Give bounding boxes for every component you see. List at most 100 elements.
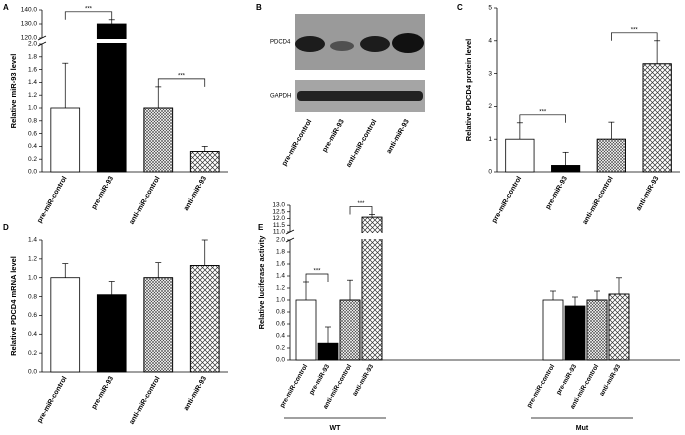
- y-tick-label: 4: [488, 38, 492, 45]
- y-tick-label: 0.2: [276, 345, 285, 352]
- blot-band: [360, 36, 390, 52]
- y-tick-label: 0.0: [28, 369, 37, 376]
- significance-bracket: [64, 11, 113, 20]
- x-tick-label: anti-miR-control: [582, 175, 615, 225]
- x-tick-label: pre-miR-control: [279, 363, 310, 409]
- y-tick-label: 0.2: [28, 156, 37, 163]
- bar-hatch: [586, 299, 608, 361]
- blot-row-label: GAPDH: [270, 94, 291, 100]
- bar: [50, 107, 81, 173]
- blot-lane-label: anti-miR-control: [345, 118, 378, 168]
- x-tick-label: pre-miR-93: [545, 175, 569, 210]
- y-axis-label: Relative miR-93 level: [9, 54, 18, 129]
- y-tick-label: 0.4: [276, 333, 285, 340]
- y-tick-label: 1.0: [28, 105, 37, 112]
- x-tick-label: pre-miR-93: [91, 375, 115, 410]
- y-tick-label: 0.8: [28, 293, 37, 300]
- y-tick-label: 1: [488, 136, 492, 143]
- bar: [505, 138, 535, 173]
- y-tick-label: 0.0: [28, 169, 37, 176]
- bar: [96, 294, 127, 373]
- x-tick-label: anti-miR-control: [128, 375, 161, 425]
- blot-panel: B PDCD4 GAPDH: [256, 3, 425, 112]
- x-tick-label: pre-miR-control: [36, 375, 68, 424]
- significance-bracket: [611, 32, 658, 41]
- x-tick-label: anti-miR-93: [183, 375, 208, 412]
- x-tick-label: anti-miR-93: [598, 363, 622, 397]
- bar: [564, 305, 586, 361]
- bar-hatch: [189, 265, 220, 373]
- bar-hatch: [642, 63, 672, 173]
- significance-bracket: [349, 206, 373, 215]
- significance-label: ***: [357, 201, 365, 207]
- significance-label: ***: [178, 73, 186, 79]
- x-tick-label: anti-miR-93: [635, 175, 660, 212]
- y-tick-label: 1.0: [276, 297, 285, 304]
- y-tick-label: 0: [488, 169, 492, 176]
- y-tick-label: 0.6: [276, 321, 285, 328]
- y-tick-label: 1.8: [28, 54, 37, 61]
- y-tick-label: 1.4: [276, 273, 285, 280]
- y-tick-label: 2.0: [28, 41, 37, 48]
- significance-bracket: [157, 78, 206, 87]
- y-tick-label: 2: [488, 103, 492, 110]
- bar: [96, 23, 127, 173]
- y-tick-label: 1.8: [276, 249, 285, 256]
- significance-label: ***: [313, 269, 321, 275]
- panel-label: B: [256, 3, 262, 12]
- y-tick-label: 0.6: [28, 130, 37, 137]
- bar-hatch: [608, 293, 630, 361]
- bar: [295, 299, 317, 361]
- y-axis-label: Relative luciferase activity: [257, 235, 266, 330]
- y-axis-label: Relative PDCD4 protein level: [464, 39, 473, 142]
- y-tick-label: 1.4: [28, 79, 37, 86]
- y-tick-label: 12.0: [272, 215, 285, 222]
- y-tick-label: 2.0: [276, 237, 285, 244]
- significance-label: ***: [85, 6, 93, 12]
- y-tick-label: 13.0: [272, 202, 285, 209]
- y-tick-label: 140.0: [21, 7, 38, 14]
- y-tick-label: 12.5: [272, 208, 285, 215]
- bar-hatch: [143, 277, 174, 373]
- x-tick-label: pre-miR-control: [36, 175, 68, 224]
- bar-break: [361, 233, 383, 239]
- y-tick-label: 0.0: [276, 357, 285, 364]
- y-tick-label: 1.6: [28, 66, 37, 73]
- y-tick-label: 0.4: [28, 331, 37, 338]
- blot-band: [392, 33, 424, 53]
- bar: [50, 277, 81, 373]
- bar-hatch: [143, 107, 174, 173]
- panel-label: C: [457, 3, 463, 12]
- x-tick-label: pre-miR-93: [555, 363, 578, 396]
- y-tick-label: 0.8: [276, 309, 285, 316]
- blot-band: [297, 91, 423, 101]
- y-tick-label: 0.4: [28, 143, 37, 150]
- y-axis-label: Relative PDCD4 mRNA level: [9, 256, 18, 356]
- group-label: Mut: [576, 425, 589, 432]
- panel-label: D: [3, 223, 9, 232]
- x-tick-label: pre-miR-control: [526, 363, 557, 409]
- bar: [317, 342, 339, 361]
- y-tick-label: 0.8: [28, 118, 37, 125]
- significance-bracket: [519, 114, 566, 123]
- y-tick-label: 1.2: [28, 92, 37, 99]
- x-tick-label: anti-miR-control: [128, 175, 161, 225]
- panel-label: E: [258, 223, 264, 232]
- bar-break: [96, 39, 128, 43]
- y-tick-label: 1.0: [28, 274, 37, 281]
- bar-hatch: [189, 151, 220, 173]
- blot-lane-label: pre-miR-93: [321, 118, 345, 153]
- y-tick-label: 5: [488, 5, 492, 12]
- blot-band: [330, 41, 354, 51]
- y-tick-label: 1.2: [28, 256, 37, 263]
- y-tick-label: 1.4: [28, 237, 37, 244]
- bar-hatch: [596, 138, 626, 173]
- significance-label: ***: [539, 109, 547, 115]
- blot-band: [295, 36, 325, 52]
- bar: [542, 299, 564, 361]
- blot-lane-label: pre-miR-control: [281, 118, 313, 167]
- bar: [551, 165, 581, 173]
- group-label: WT: [330, 425, 342, 432]
- y-tick-label: 1.6: [276, 261, 285, 268]
